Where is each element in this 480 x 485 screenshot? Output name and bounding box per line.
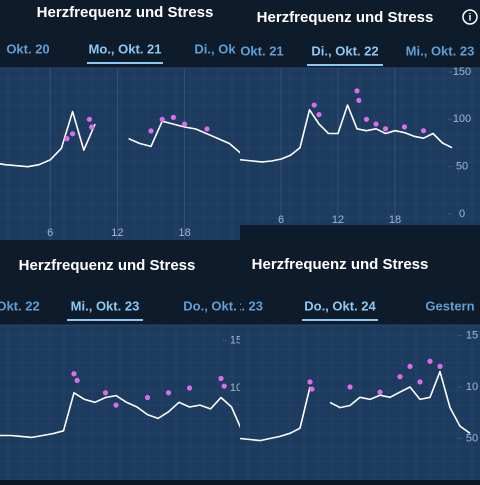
y-tick-label: 10 — [466, 381, 478, 393]
stress-dot — [144, 394, 151, 401]
date-tab[interactable]: Do., Okt. 24 — [304, 298, 376, 313]
stress-dot — [218, 375, 224, 382]
x-tick-label: 18 — [389, 214, 401, 226]
stress-dot — [420, 128, 427, 134]
tab-underline — [67, 319, 143, 321]
heart-rate-line — [240, 370, 471, 442]
stress-dot — [170, 114, 176, 120]
stress-dot — [186, 385, 193, 391]
stress-dot — [407, 363, 413, 369]
title: Herzfrequenz und Stress — [37, 4, 214, 21]
x-tick-label: 6 — [47, 227, 53, 239]
y-tick-label: 15 — [230, 334, 242, 346]
stress-dot — [70, 131, 76, 137]
stress-dot — [159, 116, 165, 122]
date-tab[interactable]: Di., Ok — [194, 41, 236, 56]
stress-dot — [382, 126, 389, 132]
stress-dot — [401, 124, 408, 130]
stress-dot — [71, 371, 77, 377]
x-tick-label: 6 — [278, 214, 284, 226]
stress-dot — [354, 88, 360, 94]
heart-rate-line — [0, 392, 240, 439]
stress-dot — [204, 126, 210, 132]
header-bg — [240, 240, 480, 325]
stress-dot — [182, 121, 188, 127]
stress-dot — [417, 379, 423, 385]
tab-underline — [302, 319, 378, 321]
stress-dot — [64, 136, 70, 142]
stress-dot — [363, 116, 370, 122]
stress-dot — [221, 383, 227, 389]
tab-underline — [87, 62, 163, 64]
stress-dot — [356, 97, 362, 103]
date-tab[interactable]: Mi., Okt. 23 — [71, 298, 140, 313]
stress-dot — [74, 377, 80, 383]
stress-dot — [397, 374, 403, 380]
y-tick-label: 50 — [466, 432, 478, 444]
date-tab[interactable]: t. 23 — [237, 298, 263, 313]
title: Herzfrequenz und Stress — [19, 257, 196, 274]
panel: Herzfrequenz und Stress Okt. 20 Mo., Okt. … — [0, 0, 240, 240]
stress-dot — [377, 389, 383, 395]
date-tab[interactable]: Okt. 22 — [0, 298, 40, 313]
tab-underline — [307, 64, 383, 66]
date-tab[interactable]: Di., Okt. 22 — [311, 43, 378, 58]
stress-dot — [311, 102, 317, 108]
stress-dot — [148, 128, 154, 134]
x-tick-label: 12 — [332, 214, 344, 226]
y-tick-label: 10 — [230, 382, 242, 394]
header-bg — [0, 0, 240, 68]
title: Herzfrequenz und Stress — [252, 256, 429, 273]
panel: Herzfrequenz und Stress i Okt. 21 Di., Okt.… — [240, 0, 480, 240]
panel: Herzfrequenz und Stress t. 23 Do., Okt. 24… — [237, 240, 480, 480]
y-tick-label: 150 — [453, 66, 471, 78]
x-tick-label: 18 — [178, 227, 190, 239]
stress-dot — [165, 390, 172, 396]
stress-dot — [347, 384, 353, 390]
heart-rate-line — [240, 104, 453, 163]
stress-dot — [113, 402, 119, 408]
date-tab[interactable]: Do., Okt. — [183, 298, 236, 313]
stress-dot — [307, 379, 313, 385]
info-icon — [462, 9, 478, 25]
info-icon-label: i — [469, 13, 472, 24]
date-tab[interactable]: Mi., Okt. 23 — [406, 43, 475, 58]
panel: Herzfrequenz und Stress Okt. 22 Mi., Okt. … — [0, 240, 242, 480]
y-tick-label: 0 — [459, 208, 465, 220]
footer-bg — [240, 225, 480, 240]
date-tab[interactable]: Okt. 20 — [6, 41, 49, 56]
header-bg — [240, 0, 480, 68]
x-tick-label: 12 — [111, 227, 123, 239]
stress-dot — [427, 358, 433, 364]
stress-dot — [309, 386, 315, 392]
date-tab[interactable]: Okt. 21 — [240, 43, 283, 58]
stress-dot — [102, 390, 109, 396]
y-tick-label: 100 — [453, 113, 471, 125]
y-tick-label: 15 — [466, 329, 478, 341]
title: Herzfrequenz und Stress — [257, 9, 434, 26]
stress-dot — [316, 111, 322, 118]
date-tab[interactable]: Mo., Okt. 21 — [89, 41, 162, 56]
header-bg — [0, 240, 240, 325]
stress-dot — [86, 116, 92, 122]
date-tab[interactable]: Gestern — [425, 298, 474, 313]
stress-dot — [373, 121, 379, 127]
heart-rate-line — [0, 110, 240, 168]
y-tick-label: 50 — [456, 161, 468, 173]
stress-dot — [437, 363, 443, 369]
stress-dot — [89, 124, 95, 130]
